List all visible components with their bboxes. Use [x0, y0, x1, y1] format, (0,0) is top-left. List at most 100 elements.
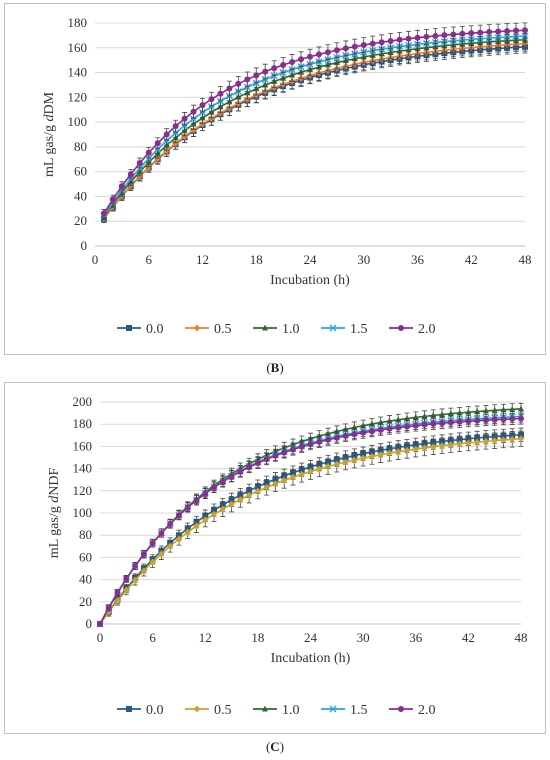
data-point — [325, 436, 332, 443]
data-point — [421, 421, 428, 428]
data-point — [518, 415, 524, 422]
series-1-0 — [100, 33, 528, 221]
legend-label: 1.0 — [282, 703, 300, 718]
y-tick-label: 100 — [73, 505, 93, 520]
x-tick-label: 6 — [146, 252, 153, 267]
legend-item: 1.0 — [253, 703, 300, 718]
data-point — [395, 448, 402, 456]
data-point — [97, 621, 103, 627]
data-point — [351, 456, 358, 464]
data-point — [202, 516, 209, 524]
y-tick-label: 180 — [68, 15, 88, 30]
data-point — [271, 65, 278, 72]
data-point — [333, 460, 340, 468]
y-tick-label: 20 — [79, 594, 92, 609]
data-point — [414, 34, 421, 41]
data-point — [298, 56, 305, 63]
data-point — [175, 512, 182, 519]
data-point — [360, 422, 367, 429]
data-point — [368, 420, 375, 427]
data-point — [316, 465, 323, 473]
data-point — [474, 417, 481, 424]
x-axis-label: Incubation (h) — [271, 651, 351, 666]
data-point — [132, 562, 139, 569]
data-point — [219, 478, 226, 485]
data-point — [430, 420, 437, 427]
data-point — [491, 437, 498, 445]
data-point — [237, 468, 244, 475]
legend-item: 2.0 — [389, 703, 436, 718]
legend-marker — [262, 324, 268, 331]
data-point — [190, 126, 197, 134]
x-tick-label: 24 — [304, 630, 318, 645]
data-point — [272, 480, 279, 488]
data-point — [495, 28, 502, 35]
series-2-0 — [100, 22, 528, 218]
series-1-5 — [100, 29, 529, 220]
data-point — [190, 108, 197, 115]
data-point — [235, 80, 242, 87]
data-point — [167, 520, 174, 527]
data-point — [509, 415, 516, 422]
legend-item: 0.5 — [185, 703, 232, 718]
x-tick-label: 0 — [97, 630, 104, 645]
data-point — [281, 476, 288, 484]
data-point — [184, 504, 191, 511]
x-tick-label: 18 — [250, 252, 263, 267]
legend-label: 0.0 — [146, 703, 164, 718]
x-tick-label: 48 — [515, 630, 528, 645]
legend-item: 2.0 — [389, 322, 436, 337]
data-point — [154, 145, 162, 153]
legend-marker — [262, 705, 268, 712]
y-tick-label: 160 — [68, 40, 88, 55]
data-point — [172, 129, 180, 137]
legend-label: 0.5 — [214, 703, 232, 718]
data-point — [482, 437, 489, 445]
data-point — [136, 160, 143, 167]
data-point — [491, 416, 498, 423]
caption-c-label: C — [270, 739, 280, 754]
data-point — [289, 446, 296, 453]
y-tick-label: 160 — [73, 438, 93, 453]
data-point — [154, 155, 161, 163]
data-point — [145, 163, 152, 171]
data-point — [280, 61, 287, 68]
data-point — [211, 510, 218, 518]
data-point — [105, 608, 112, 616]
chart-b: 0 20 40 60 80 100 120 140 160 180 0 6 12 18 24 30 36 42 48… — [42, 15, 532, 337]
legend-label: 2.0 — [418, 322, 436, 337]
data-point — [254, 460, 261, 467]
data-point — [208, 114, 215, 122]
legend-item: 1.5 — [321, 703, 368, 718]
data-point — [450, 31, 457, 38]
x-tick-label: 42 — [465, 252, 478, 267]
data-point — [199, 102, 206, 109]
series-line — [103, 42, 526, 220]
data-point — [132, 576, 139, 584]
data-point — [190, 115, 198, 123]
data-point — [167, 542, 174, 550]
x-tick-label: 36 — [409, 630, 423, 645]
data-point — [333, 434, 340, 441]
x-tick-label: 12 — [199, 630, 212, 645]
data-point — [109, 196, 116, 203]
data-point — [441, 32, 448, 39]
data-point — [140, 567, 147, 575]
series-line — [103, 38, 526, 218]
data-point — [175, 535, 182, 543]
data-point — [482, 417, 489, 424]
data-point — [253, 72, 260, 79]
data-point — [163, 131, 170, 138]
data-point — [333, 47, 340, 54]
data-point — [447, 419, 454, 426]
data-point — [509, 435, 516, 443]
data-point — [158, 550, 165, 558]
x-tick-label: 6 — [149, 630, 156, 645]
data-point — [100, 210, 107, 217]
legend-marker — [194, 324, 200, 332]
data-point — [403, 423, 410, 430]
data-point — [145, 154, 153, 162]
y-tick-label: 40 — [79, 572, 92, 587]
legend-label: 1.0 — [282, 322, 300, 337]
data-point — [518, 405, 524, 412]
